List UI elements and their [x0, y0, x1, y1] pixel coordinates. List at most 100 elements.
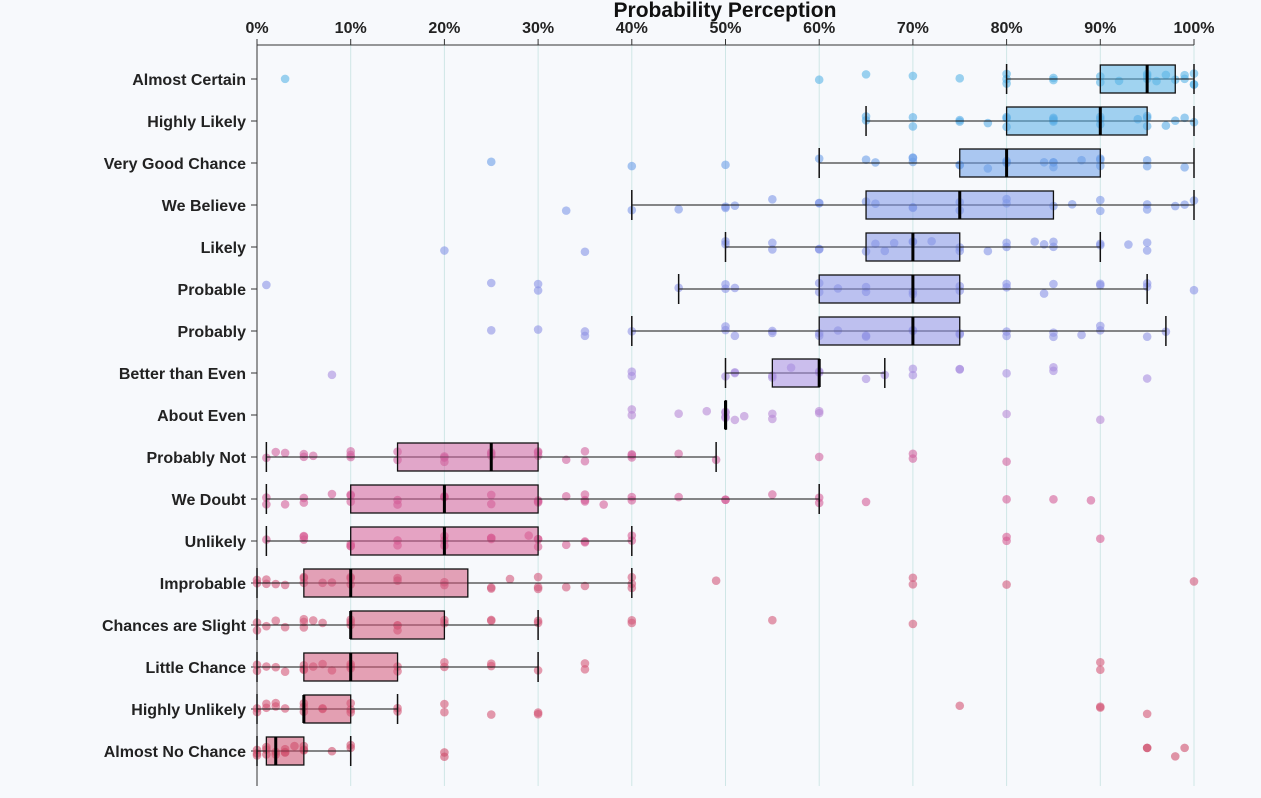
- data-point: [871, 158, 880, 167]
- chart-title: Probability Perception: [614, 0, 837, 22]
- data-point: [308, 616, 318, 625]
- data-point: [1142, 246, 1152, 255]
- y-tick-label: Improbable: [160, 576, 246, 593]
- data-point: [561, 455, 571, 465]
- y-tick-label: Better than Even: [119, 366, 246, 383]
- data-point: [580, 331, 590, 341]
- data-point: [730, 415, 740, 425]
- iqr-box: [1099, 64, 1176, 94]
- data-point: [674, 492, 683, 502]
- iqr-box: [1005, 106, 1148, 136]
- data-point: [1170, 201, 1180, 211]
- data-point: [1049, 495, 1058, 504]
- data-point: [1049, 237, 1058, 247]
- data-point: [1049, 362, 1058, 372]
- y-tick-label: We Doubt: [172, 492, 247, 509]
- data-point: [280, 448, 290, 458]
- data-point: [1142, 709, 1152, 719]
- data-point: [561, 582, 571, 592]
- data-point: [908, 454, 918, 463]
- data-point: [262, 703, 271, 713]
- data-point: [1067, 199, 1077, 209]
- data-point: [561, 540, 571, 550]
- x-tick-labels: 0% 10% 20% 30% 40% 50% 60% 70% 80% 90% 100%: [245, 20, 1214, 37]
- x-tick-label: 100%: [1174, 20, 1215, 37]
- iqr-box: [350, 610, 446, 640]
- data-point: [730, 201, 740, 210]
- data-point: [440, 246, 449, 255]
- data-point: [440, 748, 449, 757]
- data-point: [721, 160, 730, 170]
- data-point: [561, 206, 571, 215]
- data-point: [580, 665, 590, 674]
- iqr-box: [303, 694, 352, 724]
- data-point: [580, 456, 590, 466]
- data-point: [1142, 374, 1152, 383]
- y-tick-label: Almost Certain: [132, 72, 246, 89]
- data-point: [1002, 369, 1011, 378]
- data-point: [1030, 237, 1040, 246]
- data-point: [308, 451, 318, 461]
- data-point: [299, 493, 309, 503]
- data-point: [1077, 330, 1086, 340]
- data-point: [627, 405, 637, 414]
- data-point: [1096, 665, 1105, 675]
- data-point: [721, 322, 730, 331]
- data-point: [768, 194, 777, 204]
- data-point: [533, 279, 543, 289]
- data-point: [271, 698, 281, 708]
- data-point: [1002, 409, 1011, 419]
- y-tick-label: About Even: [157, 408, 246, 425]
- data-point: [1096, 321, 1105, 331]
- data-point: [262, 575, 271, 584]
- data-point: [1002, 327, 1011, 336]
- data-point: [955, 365, 965, 374]
- data-point: [983, 118, 993, 128]
- data-point: [580, 490, 590, 499]
- iqr-box: [959, 148, 1101, 178]
- data-point: [768, 414, 777, 424]
- data-point: [1049, 328, 1058, 337]
- data-point: [768, 245, 777, 254]
- iqr-box: [303, 568, 469, 598]
- data-point: [814, 198, 824, 208]
- y-tick-label: Chances are Slight: [102, 618, 247, 635]
- data-point: [1096, 206, 1105, 216]
- x-tick-label: 10%: [335, 20, 367, 37]
- x-tick-label: 20%: [428, 20, 460, 37]
- data-point: [440, 707, 449, 717]
- data-point: [674, 205, 683, 214]
- data-point: [299, 617, 309, 627]
- data-point: [908, 364, 918, 374]
- data-point: [674, 409, 683, 418]
- data-point: [1096, 415, 1105, 425]
- data-point: [486, 278, 496, 288]
- data-point: [730, 283, 740, 293]
- data-point: [1170, 752, 1180, 761]
- data-point: [702, 406, 712, 416]
- data-point: [262, 621, 271, 631]
- data-point: [908, 112, 918, 122]
- data-point: [561, 492, 571, 501]
- data-point: [721, 202, 730, 211]
- y-tick-label: Highly Unlikely: [131, 702, 246, 719]
- data-point: [280, 667, 290, 676]
- data-point: [327, 489, 337, 499]
- y-tick-label: We Believe: [162, 198, 246, 215]
- data-point: [486, 659, 496, 668]
- y-tick-label: Almost No Chance: [104, 744, 246, 761]
- data-point: [730, 331, 740, 341]
- data-point: [533, 584, 543, 594]
- data-point: [955, 117, 965, 126]
- data-point: [533, 572, 543, 582]
- iqr-box: [818, 274, 961, 304]
- data-point: [1096, 534, 1105, 544]
- data-point: [908, 573, 918, 583]
- data-point: [955, 74, 965, 83]
- data-point: [1096, 703, 1105, 712]
- data-point: [486, 616, 496, 626]
- data-point: [1142, 205, 1152, 214]
- data-point: [721, 495, 730, 505]
